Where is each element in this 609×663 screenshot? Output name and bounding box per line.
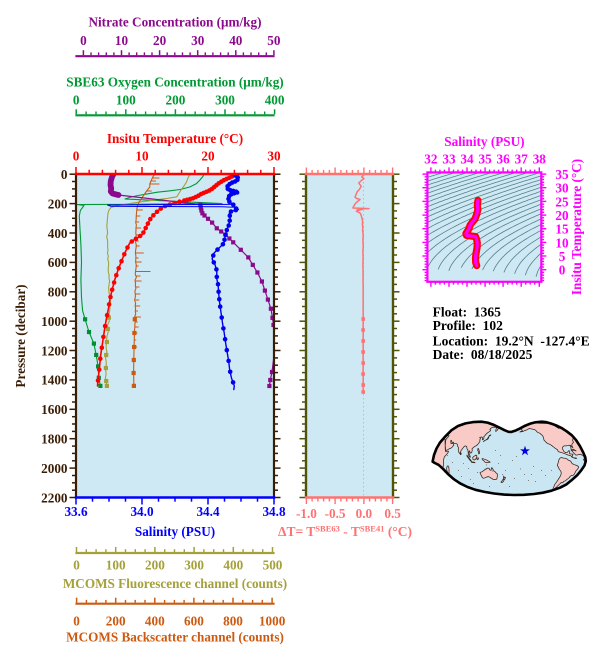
svg-text:5: 5	[559, 249, 566, 264]
svg-text:100: 100	[116, 93, 136, 108]
svg-text:800: 800	[48, 285, 68, 300]
svg-text:0: 0	[73, 614, 80, 629]
svg-text:200: 200	[48, 196, 68, 211]
svg-text:33.6: 33.6	[64, 504, 87, 519]
svg-text:100: 100	[106, 558, 126, 573]
svg-text:34: 34	[460, 152, 474, 167]
svg-text:0: 0	[73, 558, 80, 573]
svg-text:1400: 1400	[41, 373, 68, 388]
svg-text:SBE63 Oxygen Concentration (μm: SBE63 Oxygen Concentration (μm/kg)	[66, 75, 283, 90]
svg-text:35: 35	[555, 167, 569, 182]
svg-text:Location: 19.2°N -127.4°E: Location: 19.2°N -127.4°E	[433, 333, 590, 348]
svg-text:Insitu Temperature (°C): Insitu Temperature (°C)	[107, 131, 243, 146]
svg-text:33: 33	[442, 152, 456, 167]
svg-text:20: 20	[153, 33, 167, 48]
svg-text:0.5: 0.5	[384, 506, 401, 521]
svg-text:30: 30	[191, 33, 205, 48]
svg-text:30: 30	[555, 181, 569, 196]
svg-text:34.8: 34.8	[262, 504, 285, 519]
svg-text:400: 400	[265, 93, 285, 108]
svg-text:0: 0	[73, 93, 80, 108]
svg-text:MCOMS Backscatter channel (cou: MCOMS Backscatter channel (counts)	[66, 630, 284, 645]
svg-text:300: 300	[184, 558, 204, 573]
svg-text:1600: 1600	[41, 402, 68, 417]
svg-text:500: 500	[263, 558, 283, 573]
svg-text:38: 38	[533, 152, 547, 167]
svg-text:32: 32	[424, 152, 438, 167]
svg-text:400: 400	[48, 226, 68, 241]
svg-text:MCOMS Fluorescence channel (co: MCOMS Fluorescence channel (counts)	[63, 576, 287, 591]
svg-text:200: 200	[106, 614, 126, 629]
svg-text:1000: 1000	[41, 314, 68, 329]
svg-text:-0.5: -0.5	[325, 506, 346, 521]
svg-text:0: 0	[61, 167, 68, 182]
svg-text:35: 35	[479, 152, 493, 167]
svg-text:Date: 08/18/2025: Date: 08/18/2025	[433, 347, 533, 362]
svg-text:0: 0	[559, 263, 566, 278]
svg-text:Profile: 102: Profile: 102	[433, 318, 503, 333]
svg-text:Insitu Temperature (°C): Insitu Temperature (°C)	[569, 159, 584, 295]
svg-text:Salinity (PSU): Salinity (PSU)	[135, 524, 215, 539]
svg-text:2200: 2200	[41, 490, 68, 505]
svg-text:34.0: 34.0	[130, 504, 153, 519]
svg-text:Salinity (PSU): Salinity (PSU)	[444, 134, 524, 149]
svg-text:20: 20	[555, 208, 569, 223]
svg-text:10: 10	[555, 235, 569, 250]
svg-text:15: 15	[555, 222, 569, 237]
svg-text:1200: 1200	[41, 343, 68, 358]
svg-text:34.4: 34.4	[196, 504, 219, 519]
svg-text:20: 20	[201, 149, 215, 164]
svg-text:2000: 2000	[41, 461, 68, 476]
svg-text:600: 600	[184, 614, 204, 629]
svg-text:0: 0	[73, 149, 80, 164]
svg-text:50: 50	[267, 33, 281, 48]
svg-text:600: 600	[48, 255, 68, 270]
svg-text:40: 40	[229, 33, 243, 48]
svg-text:400: 400	[223, 558, 243, 573]
svg-text:0.0: 0.0	[356, 506, 373, 521]
svg-text:0: 0	[80, 33, 87, 48]
svg-text:1000: 1000	[259, 614, 286, 629]
svg-text:37: 37	[515, 152, 529, 167]
svg-text:10: 10	[115, 33, 129, 48]
svg-text:200: 200	[166, 93, 186, 108]
svg-text:36: 36	[497, 152, 511, 167]
svg-text:Pressure (decibar): Pressure (decibar)	[13, 284, 28, 387]
svg-text:Nitrate Concentration (μm/kg): Nitrate Concentration (μm/kg)	[88, 15, 261, 30]
svg-text:1800: 1800	[41, 432, 68, 447]
svg-text:300: 300	[215, 93, 235, 108]
svg-text:200: 200	[145, 558, 165, 573]
svg-text:Float: 1365: Float: 1365	[433, 305, 501, 320]
svg-text:10: 10	[135, 149, 149, 164]
svg-text:25: 25	[555, 194, 569, 209]
svg-text:800: 800	[223, 614, 243, 629]
svg-text:400: 400	[145, 614, 165, 629]
svg-text:ΔT= TSBE63 - TSBE41 (°C): ΔT= TSBE63 - TSBE41 (°C)	[278, 524, 412, 540]
svg-text:-1.0: -1.0	[296, 506, 317, 521]
svg-text:30: 30	[267, 149, 281, 164]
